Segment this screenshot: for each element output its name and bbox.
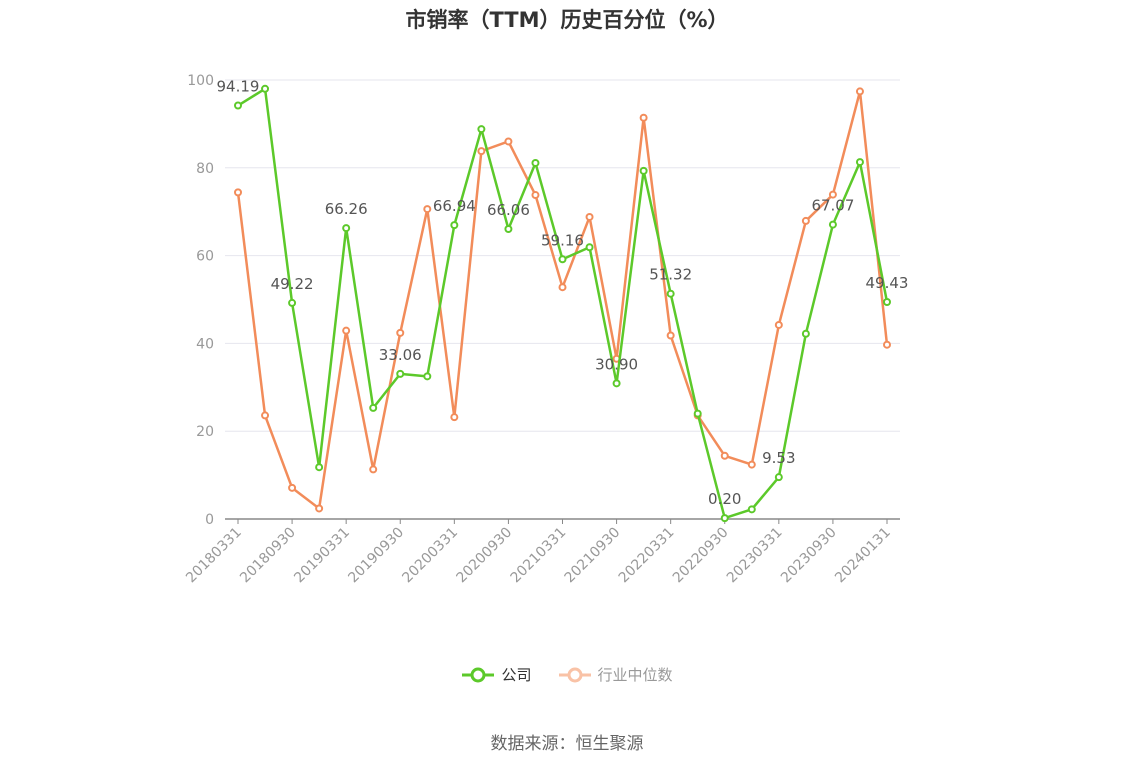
company-data-point [720, 514, 729, 523]
industry-data-point [450, 413, 459, 422]
company-data-label: 66.94 [433, 197, 476, 215]
data-source-note: 数据来源：恒生聚源 [490, 734, 644, 754]
company-data-point [585, 243, 594, 252]
x-tick-label: 20210930 [562, 525, 624, 587]
x-tick-label: 20220331 [616, 525, 678, 587]
company-data-point [558, 255, 567, 264]
industry-data-point [396, 328, 405, 337]
company-data-point [639, 166, 648, 175]
company-data-point [828, 220, 837, 229]
industry-data-point [423, 205, 432, 214]
industry-data-point [531, 191, 540, 200]
company-data-point [612, 379, 621, 388]
industry-series-line [236, 90, 889, 510]
y-tick-label: 100 [187, 73, 214, 89]
industry-data-point [720, 451, 729, 460]
industry-data-point [288, 483, 297, 492]
industry-data-point [504, 137, 513, 146]
company-data-point [369, 403, 378, 412]
industry-data-point [261, 411, 270, 420]
y-tick-label: 60 [196, 249, 214, 265]
y-tick-label: 40 [196, 336, 214, 352]
legend-industry-marker-icon [558, 667, 591, 682]
company-data-point [666, 289, 675, 298]
company-data-point [531, 158, 540, 167]
x-tick-label: 20190930 [345, 525, 407, 587]
x-tick-label: 20180331 [183, 525, 245, 587]
company-data-point [234, 101, 242, 110]
industry-data-point [369, 465, 378, 474]
company-data-label: 66.26 [325, 200, 368, 218]
chart-title: 市销率（TTM）历史百分位（%） [405, 8, 729, 32]
company-data-point [261, 84, 270, 93]
company-data-point [450, 221, 459, 230]
industry-data-point [666, 331, 675, 340]
company-data-label: 9.53 [762, 449, 795, 467]
company-data-point [747, 505, 756, 514]
company-data-label: 67.07 [811, 197, 854, 215]
company-data-point [801, 329, 810, 338]
industry-data-point [558, 283, 567, 292]
industry-data-point [774, 320, 783, 329]
x-tick-label: 20180930 [237, 525, 299, 587]
company-data-label: 51.32 [649, 266, 692, 284]
company-data-label: 49.22 [271, 275, 314, 293]
company-data-point [883, 298, 891, 307]
company-data-point [342, 224, 351, 233]
legend-company-marker-icon [462, 667, 495, 682]
company-data-label: 0.20 [708, 490, 741, 508]
company-data-point [774, 473, 783, 482]
company-data-point [288, 298, 297, 307]
industry-data-point [342, 326, 351, 335]
legend-item-industry[interactable]: 行业中位数 [558, 664, 673, 685]
company-data-label: 59.16 [541, 231, 584, 249]
industry-data-point [801, 216, 810, 225]
company-data-label: 49.43 [866, 274, 909, 292]
company-data-point [423, 372, 432, 381]
x-tick-label: 20230930 [778, 525, 840, 587]
legend-item-company[interactable]: 公司 [461, 664, 532, 685]
company-data-point [396, 369, 405, 378]
legend-industry-label: 行业中位数 [597, 666, 673, 684]
y-tick-label: 20 [196, 424, 214, 440]
company-data-point [315, 463, 324, 472]
industry-data-point [883, 340, 891, 349]
company-data-label: 33.06 [379, 346, 422, 364]
industry-data-point [747, 460, 756, 469]
industry-data-point [639, 113, 648, 122]
chart-legend: 公司 行业中位数 [0, 664, 1134, 685]
x-tick-label: 20230331 [724, 525, 786, 587]
company-data-point [855, 158, 864, 167]
company-data-label: 66.06 [487, 201, 530, 219]
company-data-point [477, 125, 486, 134]
industry-data-point [828, 190, 837, 199]
x-tick-label: 20240131 [832, 525, 894, 587]
x-tick-label: 20200930 [454, 525, 516, 587]
company-data-label: 30.90 [595, 355, 638, 373]
y-tick-label: 80 [196, 161, 214, 177]
company-data-label: 94.19 [217, 78, 260, 96]
x-tick-label: 20220930 [670, 525, 732, 587]
y-tick-label: 0 [205, 512, 214, 528]
industry-data-point [585, 212, 594, 221]
industry-data-point [855, 87, 864, 96]
industry-data-point [477, 147, 486, 156]
x-tick-label: 20190331 [291, 525, 353, 587]
company-data-point [504, 224, 513, 233]
industry-data-point [315, 504, 324, 513]
industry-data-point [234, 188, 242, 197]
company-data-point [693, 409, 702, 418]
x-tick-label: 20200331 [399, 525, 461, 587]
legend-company-label: 公司 [501, 666, 532, 684]
x-tick-label: 20210331 [508, 525, 570, 587]
